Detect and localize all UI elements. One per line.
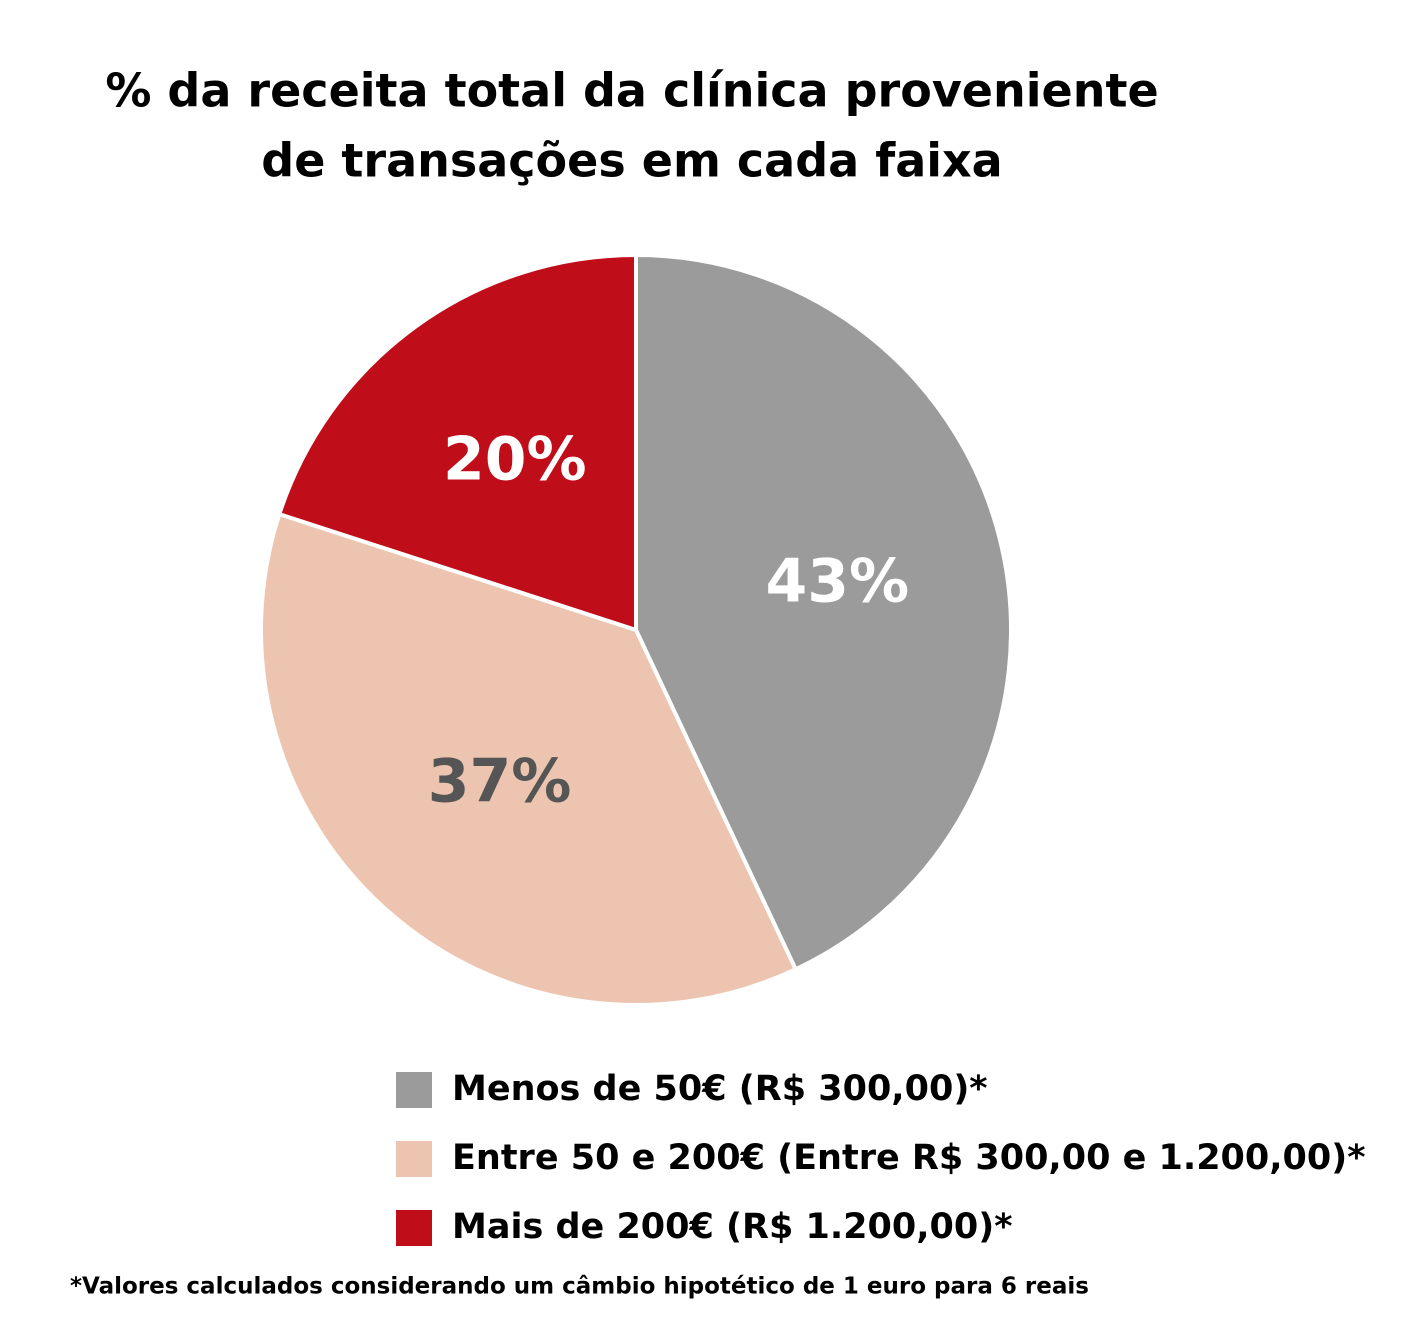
legend-swatch (396, 1141, 432, 1177)
pie-slice (276, 252, 638, 633)
footnote: *Valores calculados considerando um câmb… (70, 1274, 1089, 1300)
pie-slice (259, 511, 799, 1007)
legend-swatch (396, 1072, 432, 1108)
data-label: 43% (765, 547, 909, 617)
legend-swatch (396, 1210, 432, 1246)
data-label: 37% (428, 746, 572, 816)
legend-label: Entre 50 e 200€ (Entre R$ 300,00 e 1.200… (452, 1138, 1366, 1178)
legend-label: Menos de 50€ (R$ 300,00)* (452, 1069, 988, 1109)
pie-slice (634, 252, 1013, 972)
legend-label: Mais de 200€ (R$ 1.200,00)* (452, 1207, 1013, 1247)
data-label: 20% (443, 425, 587, 495)
chart-title: % da receita total da clínica provenient… (105, 64, 1158, 118)
chart-title: de transações em cada faixa (261, 134, 1002, 188)
